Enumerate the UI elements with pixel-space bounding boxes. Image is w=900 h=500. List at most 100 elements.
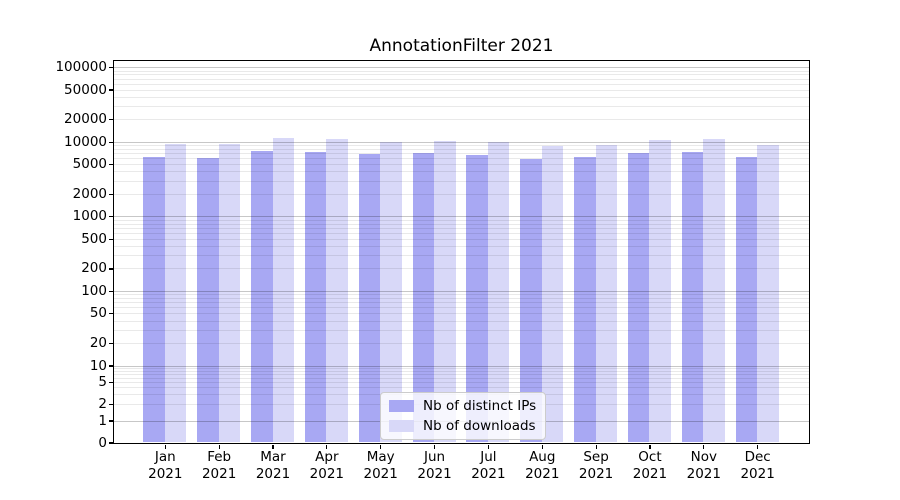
gridline-minor	[113, 148, 809, 150]
bar-downloads-mar	[272, 137, 294, 443]
legend-label: Nb of downloads	[423, 417, 536, 434]
x-tick-mark	[703, 444, 705, 449]
bar-downloads-aug	[541, 146, 564, 443]
gridline-minor	[113, 313, 809, 315]
x-tick-year: 2021	[632, 465, 668, 482]
gridline-minor	[113, 89, 809, 91]
gridline-minor	[113, 232, 809, 234]
x-tick-mark	[595, 444, 597, 449]
gridline-minor	[113, 180, 809, 182]
gridline-minor	[113, 106, 809, 108]
x-tick-month: Jun	[424, 449, 446, 465]
x-tick-month: Dec	[744, 449, 771, 465]
x-tick-month: Apr	[315, 449, 339, 465]
x-tick-month: Nov	[690, 449, 717, 465]
y-tick-mark	[109, 403, 114, 406]
x-tick-year: 2021	[255, 465, 291, 482]
x-tick-mark	[272, 444, 274, 449]
gridline-minor	[113, 255, 809, 257]
x-tick-label: Apr 2021	[291, 449, 363, 482]
x-tick-month: Jul	[480, 449, 497, 465]
gridline-minor	[113, 164, 809, 166]
gridline-minor	[113, 83, 809, 85]
gridline-minor	[113, 238, 809, 240]
y-tick-label: 5000	[72, 156, 107, 173]
bar-distinct-ips-mar	[251, 151, 273, 443]
gridline-minor	[113, 145, 809, 147]
gridline-minor	[113, 298, 809, 300]
bar-distinct-ips-may	[358, 153, 381, 443]
x-tick-label: Mar 2021	[237, 449, 309, 482]
y-tick-label: 2000	[72, 185, 107, 202]
y-tick-label: 5	[98, 374, 107, 391]
bar-distinct-ips-aug	[520, 158, 542, 443]
x-tick-mark	[218, 444, 220, 449]
legend-label: Nb of distinct IPs	[423, 398, 537, 415]
gridline-minor	[113, 119, 809, 121]
x-tick-month: Oct	[638, 449, 662, 465]
gridline-major	[113, 290, 809, 292]
bar-downloads-sep	[595, 144, 618, 443]
gridline-minor	[113, 307, 809, 309]
gridline-minor	[113, 294, 809, 296]
gridline-minor	[113, 153, 809, 155]
y-tick-mark	[109, 164, 114, 166]
x-tick-label: Feb 2021	[183, 449, 255, 482]
gridline-minor	[113, 171, 809, 173]
bar-downloads-feb	[218, 143, 241, 443]
chart-title: AnnotationFilter 2021	[369, 36, 554, 56]
y-tick-label: 10	[89, 357, 107, 374]
bar-downloads-jul	[487, 141, 510, 443]
legend-item: Nb of downloads	[389, 417, 536, 436]
x-tick-month: Sep	[583, 449, 609, 465]
x-tick-year: 2021	[417, 465, 452, 482]
x-tick-month: Mar	[260, 449, 286, 465]
bar-distinct-ips-feb	[197, 157, 219, 443]
y-tick-label: 20000	[64, 111, 107, 128]
bar-distinct-ips-sep	[574, 157, 596, 443]
gridline-minor	[113, 245, 809, 247]
gridline-minor	[113, 329, 809, 331]
x-tick-mark	[649, 444, 651, 449]
gridline-minor	[113, 302, 809, 304]
x-tick-label: May 2021	[345, 449, 417, 482]
legend: Nb of distinct IPs Nb of downloads	[380, 392, 547, 440]
y-tick-mark	[109, 420, 114, 422]
gridline-minor	[113, 158, 809, 160]
gridline-minor	[113, 227, 809, 229]
x-tick-year: 2021	[525, 465, 560, 482]
gridline-minor	[113, 343, 809, 345]
gridline-minor	[113, 219, 809, 221]
x-tick-label: Jul 2021	[452, 449, 524, 482]
legend-item: Nb of distinct IPs	[389, 397, 536, 416]
gridline-major	[113, 67, 809, 69]
gridline-major	[113, 365, 809, 367]
x-tick-month: Jan	[154, 449, 176, 465]
y-tick-label: 500	[81, 230, 107, 247]
y-tick-label: 200	[81, 260, 107, 277]
gridline-minor	[113, 70, 809, 72]
gridline-minor	[113, 268, 809, 270]
y-tick-label: 10000	[64, 133, 107, 150]
x-tick-mark	[433, 444, 436, 449]
y-tick-label: 1000	[72, 208, 107, 225]
legend-swatch-distinct-ips	[389, 400, 414, 413]
y-tick-mark	[109, 381, 114, 384]
y-tick-mark	[109, 238, 114, 240]
y-tick-mark	[109, 141, 114, 143]
bar-distinct-ips-jun	[412, 153, 435, 443]
x-tick-mark	[541, 444, 543, 449]
bar-downloads-may	[380, 141, 402, 443]
x-tick-mark	[487, 444, 489, 449]
x-tick-year: 2021	[686, 465, 721, 482]
y-tick-mark	[109, 119, 114, 121]
x-tick-year: 2021	[148, 465, 183, 482]
x-tick-label: Sep 2021	[560, 449, 632, 482]
bar-distinct-ips-dec	[735, 157, 758, 443]
y-tick-label: 2	[98, 395, 107, 412]
x-tick-month: Feb	[207, 449, 232, 465]
x-tick-month: May	[366, 449, 395, 465]
y-tick-label: 1	[98, 412, 107, 429]
x-tick-mark	[164, 444, 166, 449]
